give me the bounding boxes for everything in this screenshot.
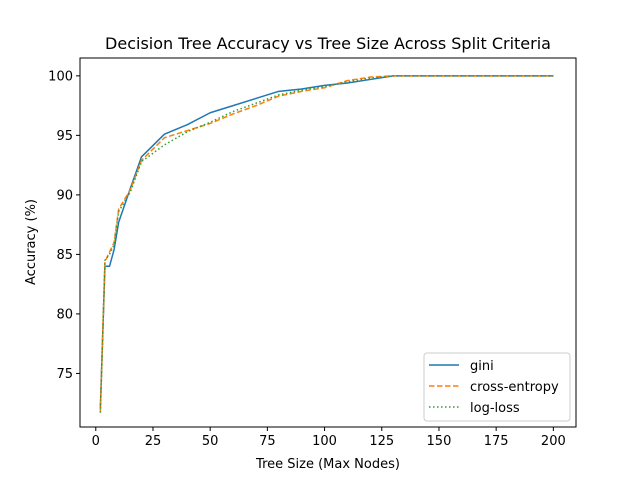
x-axis-title: Tree Size (Max Nodes): [255, 457, 400, 472]
x-tick-label: 150: [427, 434, 452, 449]
series-line-cross-entropy: [99, 75, 554, 412]
legend-label-gini: gini: [470, 359, 494, 374]
series-layer: [99, 75, 554, 413]
y-tick-label: 90: [56, 188, 73, 203]
y-tick-label: 95: [56, 129, 73, 144]
y-axis-title: Accuracy (%): [24, 199, 39, 285]
plot-frame: [79, 57, 577, 428]
y-axis: 75 80 85 90 95 100: [48, 69, 80, 382]
y-tick-label: 100: [48, 69, 73, 84]
legend-label-cross-entropy: cross-entropy: [470, 380, 559, 395]
x-tick-label: 125: [369, 434, 394, 449]
x-tick-label: 25: [145, 434, 162, 449]
x-tick-label: 50: [202, 434, 219, 449]
legend-label-log-loss: log-loss: [470, 401, 520, 416]
x-axis: 0 25 50 75 100 125 150 175 200: [92, 427, 566, 449]
x-tick-label: 100: [312, 434, 337, 449]
x-tick-label: 0: [92, 434, 100, 449]
legend: gini cross-entropy log-loss: [423, 352, 571, 422]
chart-title: Decision Tree Accuracy vs Tree Size Acro…: [105, 34, 551, 53]
legend-box: [423, 352, 571, 422]
series-line-log-loss: [99, 75, 554, 413]
y-tick-label: 75: [56, 367, 73, 382]
x-tick-label: 75: [259, 434, 276, 449]
x-tick-label: 175: [484, 434, 509, 449]
x-tick-label: 200: [541, 434, 566, 449]
y-tick-label: 85: [56, 248, 73, 263]
y-tick-label: 80: [56, 307, 73, 322]
